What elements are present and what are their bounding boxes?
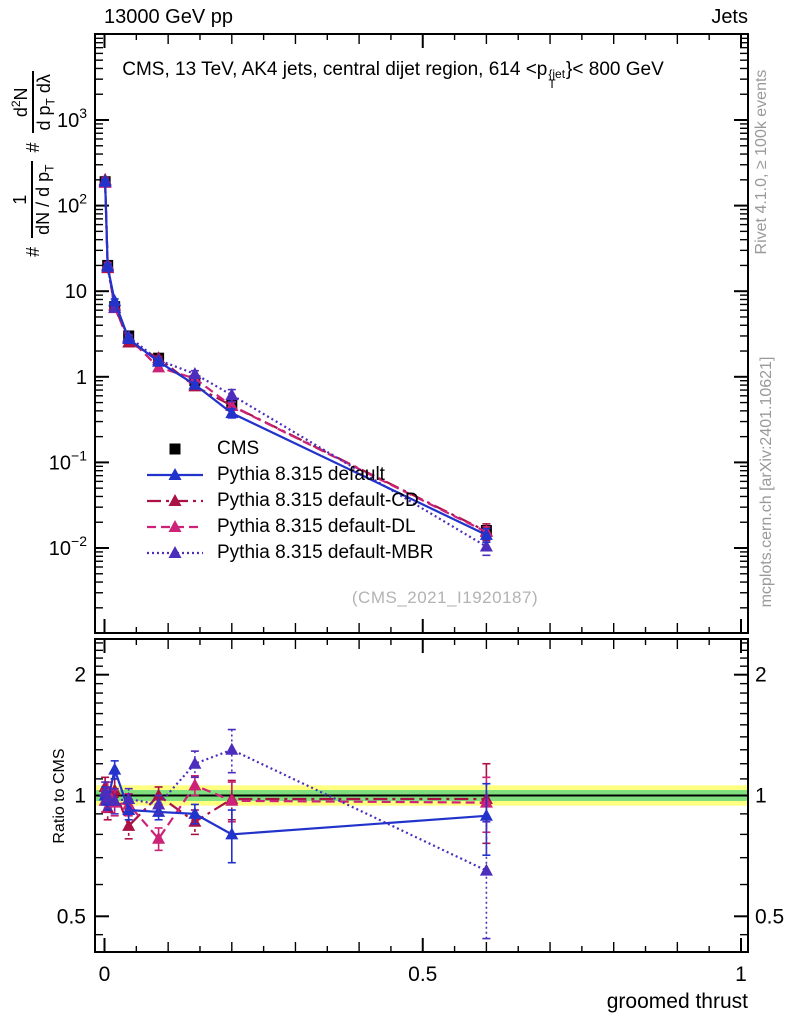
svg-text:0: 0: [99, 963, 111, 986]
legend-marker-icon: [147, 494, 203, 506]
svg-text:1: 1: [76, 367, 87, 389]
legend-item-label: Pythia 8.315 default-CD: [217, 490, 419, 511]
ylabel-fraction-1: 1 dN / d pT: [9, 161, 56, 238]
svg-text:103: 103: [57, 105, 87, 132]
svg-text:1: 1: [735, 963, 747, 986]
legend-item-label: CMS: [217, 438, 260, 459]
legend-marker-icon: [147, 520, 203, 532]
svg-text:1: 1: [74, 785, 86, 808]
svg-text:10−1: 10−1: [49, 447, 87, 474]
analysis-id-watermark: (CMS_2021_I1920187): [351, 588, 539, 607]
svg-text:0.5: 0.5: [408, 963, 437, 986]
x-axis-label: groomed thrust: [606, 990, 748, 1013]
legend-marker-icon: [147, 546, 203, 558]
series-ratio-pythia-8-315-default-mbr: [98, 728, 493, 940]
legend-item: Pythia 8.315 default: [146, 462, 434, 488]
legend-marker-icon: [169, 443, 181, 455]
plot-title: CMS, 13 TeV, AK4 jets, central dijet reg…: [122, 59, 664, 91]
header-beam-energy: 13000 GeV pp: [104, 6, 233, 28]
svg-text:2: 2: [74, 664, 86, 687]
svg-text:1: 1: [755, 785, 767, 808]
svg-text:2: 2: [755, 664, 767, 687]
main-panel-frame: [94, 33, 749, 634]
series-main-pythia-8-315-default: [98, 174, 493, 544]
svg-text:10: 10: [65, 281, 87, 303]
rivet-version-note: Rivet 4.1.0, ≥ 100k events: [753, 69, 770, 255]
ylabel-fraction-2: d2N d pT dλ: [8, 71, 57, 134]
legend-item: CMS: [146, 436, 434, 462]
legend-item: Pythia 8.315 default-DL: [146, 514, 434, 540]
ratio-y-axis-label: Ratio to CMS: [51, 748, 68, 844]
axis-ticks: [95, 34, 748, 952]
header-analysis-group: Jets: [711, 6, 748, 28]
legend-item-label: Pythia 8.315 default-MBR: [217, 542, 434, 563]
svg-text:10−2: 10−2: [49, 533, 87, 560]
svg-text:0.5: 0.5: [57, 905, 86, 928]
svg-text:102: 102: [57, 191, 87, 218]
legend-item-label: Pythia 8.315 default-DL: [217, 516, 416, 537]
svg-text:0.5: 0.5: [755, 905, 784, 928]
legend-item-label: Pythia 8.315 default: [217, 464, 385, 485]
series-ratio-pythia-8-315-default: [98, 760, 493, 864]
legend-marker-icon: [147, 468, 203, 480]
legend-item: Pythia 8.315 default-CD: [146, 488, 434, 514]
pt-sup-sub: {jet T: [548, 67, 566, 91]
legend: CMS Pythia 8.315 default Pythia 8.315 defa…: [146, 436, 434, 566]
legend-item: Pythia 8.315 default-MBR: [146, 540, 434, 566]
main-y-axis-label: # 1 dN / d pT # d2N d pT dλ: [0, 37, 66, 291]
